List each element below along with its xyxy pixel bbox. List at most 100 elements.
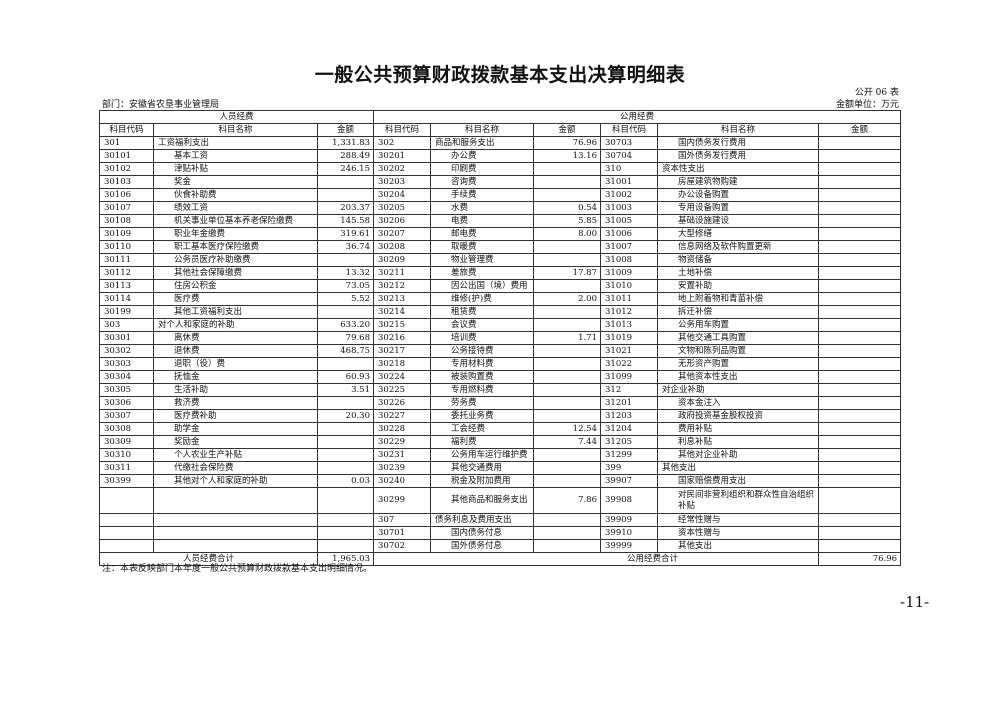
public-other-code: 31005 bbox=[600, 214, 658, 228]
personnel-name: 绩效工资 bbox=[153, 201, 318, 215]
public-other-name: 其他交通工具购置 bbox=[657, 331, 819, 345]
table-body: 301 工资福利支出 1,331.83 302 商品和服务支出 76.96 30703 国内债… bbox=[99, 136, 902, 553]
public-goods-name: 工会经费 bbox=[430, 422, 534, 436]
table-number: 公开 06 表 bbox=[854, 88, 899, 98]
public-other-name: 国外债务发行费用 bbox=[657, 149, 819, 163]
public-other-name: 物资储备 bbox=[657, 253, 819, 267]
public-other-amount bbox=[817, 539, 902, 553]
public-other-amount bbox=[817, 344, 902, 358]
public-goods-amount bbox=[533, 461, 601, 475]
public-goods-amount bbox=[533, 370, 601, 384]
public-other-name: 其他支出 bbox=[657, 461, 819, 475]
personnel-amount bbox=[317, 175, 374, 189]
table-row: 307 债务利息及费用支出 39909 经常性赠与 bbox=[99, 513, 902, 527]
personnel-amount: 13.32 bbox=[317, 266, 374, 280]
personnel-code bbox=[99, 539, 154, 553]
public-goods-amount bbox=[533, 474, 601, 488]
public-goods-code: 30224 bbox=[373, 370, 431, 384]
public-other-code: 39908 bbox=[600, 487, 658, 514]
table-row: 30113 住房公积金 73.05 30212 因公出国（境）费用 31010 安置补助 bbox=[99, 279, 902, 293]
personnel-name bbox=[153, 513, 318, 527]
public-goods-name: 邮电费 bbox=[430, 227, 534, 241]
public-other-code: 31299 bbox=[600, 448, 658, 462]
table-row: 30108 机关事业单位基本养老保险缴费 145.58 30206 电费 5.85 3100… bbox=[99, 214, 902, 228]
header-amount: 金额 bbox=[533, 123, 601, 137]
personnel-name: 伙食补助费 bbox=[153, 188, 318, 202]
public-other-amount bbox=[817, 318, 902, 332]
personnel-amount bbox=[317, 422, 374, 436]
public-goods-amount: 2.00 bbox=[533, 292, 601, 306]
public-goods-code: 30227 bbox=[373, 409, 431, 423]
public-goods-name: 差旅费 bbox=[430, 266, 534, 280]
public-other-code: 31201 bbox=[600, 396, 658, 410]
personnel-name: 职工基本医疗保险缴费 bbox=[153, 240, 318, 254]
public-total-label: 公用经费合计 bbox=[373, 552, 819, 566]
public-other-amount bbox=[817, 305, 902, 319]
table-row: 30311 代缴社会保险费 30239 其他交通费用 399 其他支出 bbox=[99, 461, 902, 475]
public-goods-name: 因公出国（境）费用 bbox=[430, 279, 534, 293]
personnel-name: 住房公积金 bbox=[153, 279, 318, 293]
public-goods-name: 其他交通费用 bbox=[430, 461, 534, 475]
public-goods-name: 债务利息及费用支出 bbox=[430, 513, 534, 527]
public-goods-code: 30218 bbox=[373, 357, 431, 371]
personnel-name: 机关事业单位基本养老保险缴费 bbox=[153, 214, 318, 228]
public-other-amount bbox=[817, 331, 902, 345]
personnel-name bbox=[153, 526, 318, 540]
public-goods-amount bbox=[533, 539, 601, 553]
public-other-amount bbox=[817, 383, 902, 397]
personnel-name: 退休费 bbox=[153, 344, 318, 358]
public-goods-amount: 8.00 bbox=[533, 227, 601, 241]
table-row: 30101 基本工资 288.49 30201 办公费 13.16 30704 国外债务发行费… bbox=[99, 149, 902, 163]
public-other-amount bbox=[817, 448, 902, 462]
header-name: 科目名称 bbox=[657, 123, 819, 137]
table-row: 30301 离休费 79.68 30216 培训费 1.71 31019 其他交通工具购置 bbox=[99, 331, 902, 345]
personnel-amount: 73.05 bbox=[317, 279, 374, 293]
table-row: 30102 津贴补贴 246.15 30202 印刷费 310 资本性支出 bbox=[99, 162, 902, 176]
public-other-name: 利息补贴 bbox=[657, 435, 819, 449]
public-goods-amount bbox=[533, 396, 601, 410]
public-other-amount bbox=[817, 292, 902, 306]
public-other-code: 31019 bbox=[600, 331, 658, 345]
personnel-code: 30111 bbox=[99, 253, 154, 267]
public-goods-code: 30701 bbox=[373, 526, 431, 540]
public-other-name: 无形资产购置 bbox=[657, 357, 819, 371]
public-goods-amount bbox=[533, 279, 601, 293]
public-other-code: 31006 bbox=[600, 227, 658, 241]
personnel-name: 奖金 bbox=[153, 175, 318, 189]
table-row: 30304 抚恤金 60.93 30224 被装购置费 31099 其他资本性支出 bbox=[99, 370, 902, 384]
public-other-name: 专用设备购置 bbox=[657, 201, 819, 215]
personnel-code bbox=[99, 526, 154, 540]
personnel-name: 医疗费补助 bbox=[153, 409, 318, 423]
table-row: 30299 其他商品和服务支出 7.86 39908 对民间非营利组织和群众性自治组织补… bbox=[99, 487, 902, 514]
public-goods-name: 税金及附加费用 bbox=[430, 474, 534, 488]
public-goods-code: 30208 bbox=[373, 240, 431, 254]
personnel-code: 30311 bbox=[99, 461, 154, 475]
personnel-amount: 203.37 bbox=[317, 201, 374, 215]
personnel-code: 303 bbox=[99, 318, 154, 332]
personnel-name: 津贴补贴 bbox=[153, 162, 318, 176]
public-other-name: 资本性支出 bbox=[657, 162, 819, 176]
personnel-code: 30306 bbox=[99, 396, 154, 410]
personnel-code: 30304 bbox=[99, 370, 154, 384]
public-other-name: 拆迁补偿 bbox=[657, 305, 819, 319]
public-other-code: 31001 bbox=[600, 175, 658, 189]
public-other-amount bbox=[817, 266, 902, 280]
public-other-code: 31007 bbox=[600, 240, 658, 254]
personnel-name: 职业年金缴费 bbox=[153, 227, 318, 241]
personnel-amount: 20.30 bbox=[317, 409, 374, 423]
personnel-name bbox=[153, 487, 318, 514]
personnel-code: 30103 bbox=[99, 175, 154, 189]
personnel-name: 工资福利支出 bbox=[153, 136, 318, 150]
public-goods-amount bbox=[533, 175, 601, 189]
public-other-amount bbox=[817, 487, 902, 514]
public-goods-amount bbox=[533, 318, 601, 332]
personnel-code: 30114 bbox=[99, 292, 154, 306]
personnel-amount: 0.03 bbox=[317, 474, 374, 488]
personnel-name: 退职（役）费 bbox=[153, 357, 318, 371]
personnel-code: 30302 bbox=[99, 344, 154, 358]
personnel-name: 抚恤金 bbox=[153, 370, 318, 384]
public-goods-code: 30202 bbox=[373, 162, 431, 176]
public-other-code: 310 bbox=[600, 162, 658, 176]
personnel-amount: 468.75 bbox=[317, 344, 374, 358]
public-other-code: 39999 bbox=[600, 539, 658, 553]
